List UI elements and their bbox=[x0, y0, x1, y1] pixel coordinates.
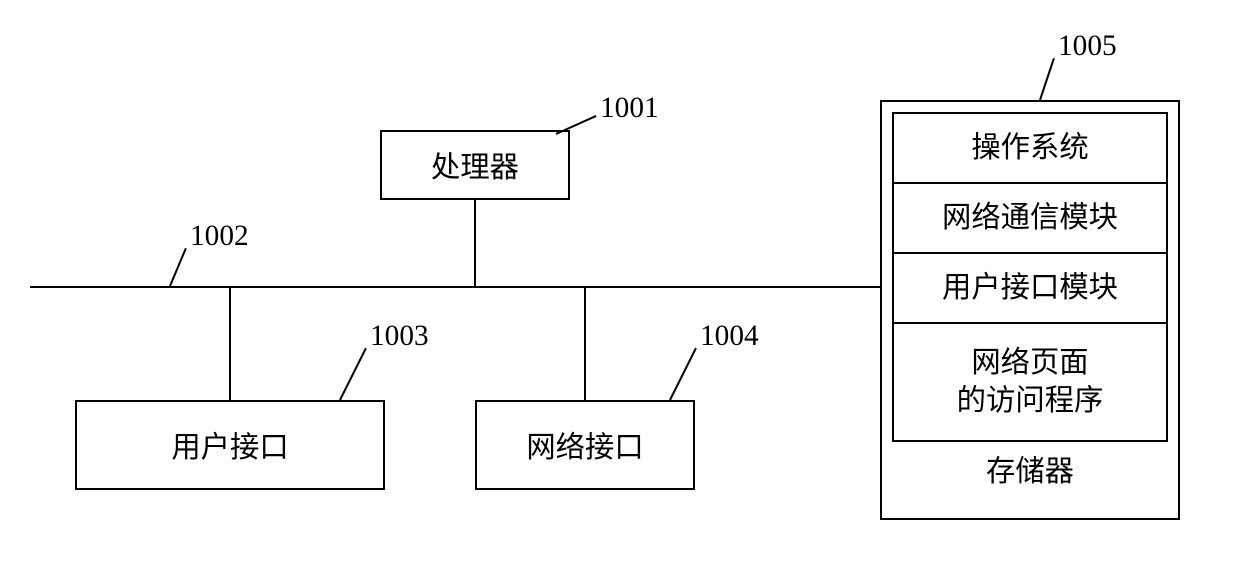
bus-line bbox=[30, 286, 880, 288]
memory-caption: 存储器 bbox=[892, 442, 1168, 498]
network-interface-label: 网络接口 bbox=[526, 424, 643, 466]
processor-connector bbox=[474, 200, 476, 287]
memory-row-os: 操作系统 bbox=[892, 112, 1168, 182]
memory-row-netcomm-label: 网络通信模块 bbox=[942, 199, 1118, 237]
network-interface-id-label: 1004 bbox=[700, 320, 759, 353]
memory-leader-line bbox=[1039, 58, 1055, 101]
network-interface-connector bbox=[584, 287, 586, 400]
memory-row-netcomm: 网络通信模块 bbox=[892, 182, 1168, 252]
memory-row-userif: 用户接口模块 bbox=[892, 252, 1168, 322]
memory-row-webpage: 网络页面的访问程序 bbox=[892, 322, 1168, 442]
bus-leader-line bbox=[169, 248, 187, 287]
memory-row-webpage-label: 网络页面的访问程序 bbox=[957, 344, 1104, 420]
processor-id-label: 1001 bbox=[600, 92, 659, 125]
user-interface-id-label: 1003 bbox=[370, 320, 429, 353]
user-interface-leader-line bbox=[339, 348, 367, 401]
network-interface-box: 网络接口 bbox=[475, 400, 695, 490]
memory-row-os-label: 操作系统 bbox=[971, 129, 1088, 167]
memory-id-label: 1005 bbox=[1058, 30, 1117, 63]
processor-box: 处理器 bbox=[380, 130, 570, 200]
processor-label: 处理器 bbox=[431, 144, 519, 186]
memory-row-userif-label: 用户接口模块 bbox=[942, 269, 1118, 307]
user-interface-label: 用户接口 bbox=[171, 424, 288, 466]
processor-leader-line bbox=[556, 115, 597, 135]
user-interface-connector bbox=[229, 287, 231, 400]
user-interface-box: 用户接口 bbox=[75, 400, 385, 490]
network-interface-leader-line bbox=[669, 348, 697, 401]
bus-label: 1002 bbox=[190, 220, 249, 253]
memory-box: 操作系统 网络通信模块 用户接口模块 网络页面的访问程序 存储器 bbox=[880, 100, 1180, 520]
